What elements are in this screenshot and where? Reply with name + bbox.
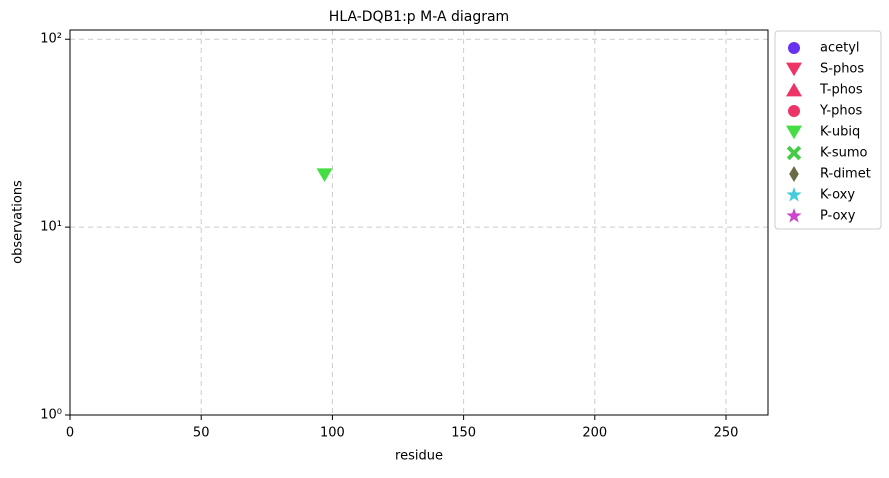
legend-label: S-phos [820, 62, 864, 77]
y-tick-label: 10⁰ [40, 408, 62, 423]
y-tick-label: 10¹ [40, 220, 62, 235]
legend-label: P-oxy [820, 209, 856, 224]
y-axis-label: observations [11, 180, 26, 264]
legend-marker [786, 187, 802, 202]
legend-label: K-sumo [820, 146, 868, 161]
legend-box [774, 30, 882, 230]
legend-marker [786, 62, 802, 77]
x-tick-label: 150 [451, 426, 476, 441]
x-tick-label: 50 [193, 426, 210, 441]
legend-marker [788, 105, 800, 117]
x-tick-label: 200 [582, 426, 607, 441]
legend-label: T-phos [819, 83, 863, 98]
legend-label: K-oxy [820, 188, 855, 203]
chart-title: HLA-DQB1:p M-A diagram [329, 9, 509, 25]
x-tick-label: 250 [714, 426, 739, 441]
y-tick-label: 10² [40, 32, 62, 47]
legend-marker [786, 125, 802, 140]
legend-label: R-dimet [820, 167, 871, 182]
legend-label: acetyl [820, 41, 860, 56]
legend-marker [786, 208, 802, 223]
point [316, 168, 333, 182]
legend-label: K-ubiq [820, 125, 860, 140]
x-tick-label: 0 [66, 426, 74, 441]
legend-marker [786, 82, 802, 97]
plot-frame [69, 29, 769, 416]
legend-marker [788, 42, 800, 54]
legend-marker [789, 166, 799, 182]
legend-marker [786, 145, 802, 161]
legend-label: Y-phos [819, 104, 863, 119]
x-axis-label: residue [395, 449, 443, 464]
x-tick-label: 100 [320, 426, 345, 441]
